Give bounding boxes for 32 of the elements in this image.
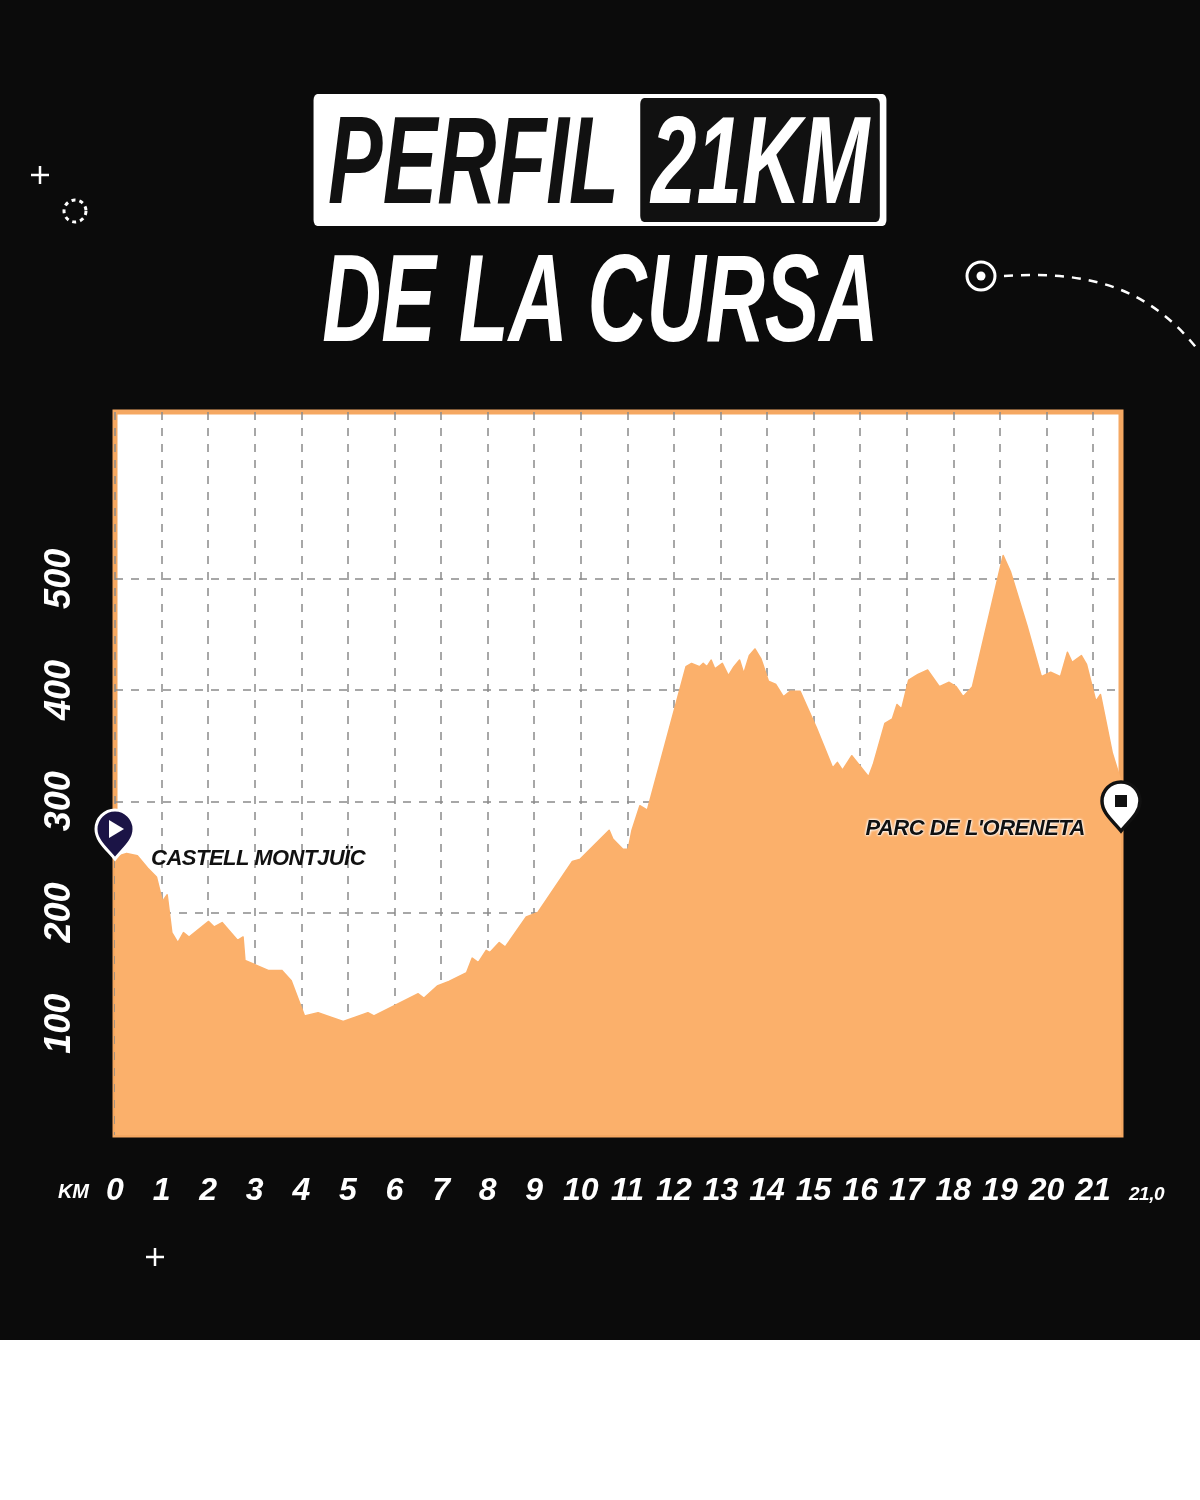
annotation: PARC DE L'ORENETA [865, 815, 1085, 842]
text: 21,0 [1129, 1183, 1164, 1205]
y-tick-label: 200 [36, 882, 78, 944]
x-tick-label: 4 [291, 1171, 311, 1207]
x-tick-label: 5 [338, 1171, 358, 1207]
x-tick-label: 19 [982, 1171, 1018, 1207]
x-tick-label: 2 [198, 1171, 218, 1207]
x-tick-label: 21 [1074, 1171, 1111, 1207]
x-tick-label: 17 [888, 1171, 927, 1207]
chart-title: PERFIL 21KM DE LA CURSA [321, 91, 880, 367]
x-tick-label: 11 [610, 1171, 644, 1207]
x-tick-label: 18 [935, 1171, 972, 1207]
y-tick-label: 300 [36, 771, 78, 832]
x-tick-label: 8 [478, 1171, 497, 1207]
x-tick-label: 9 [525, 1171, 544, 1207]
x-tick-label: 3 [245, 1171, 264, 1207]
x-tick-label: 12 [656, 1171, 692, 1207]
x-tick-label: 7 [432, 1171, 453, 1207]
annotation: CASTELL MONTJUÏC [151, 844, 366, 871]
x-tick-label: 16 [842, 1171, 879, 1207]
x-axis-title: KM [57, 1180, 91, 1202]
x-tick-label: 6 [385, 1171, 404, 1207]
x-tick-label: 14 [749, 1171, 786, 1207]
y-tick-label: 100 [36, 993, 78, 1054]
y-tick-label: 400 [36, 660, 78, 722]
x-tick-label: 20 [1027, 1171, 1065, 1207]
x-tick-label: 13 [702, 1171, 739, 1207]
x-tick-label: 10 [562, 1171, 599, 1207]
y-tick-label: 500 [36, 548, 78, 609]
x-tick-label: 1 [152, 1171, 171, 1207]
x-tick-label: 15 [795, 1171, 833, 1207]
x-tick-label: 0 [106, 1171, 125, 1207]
